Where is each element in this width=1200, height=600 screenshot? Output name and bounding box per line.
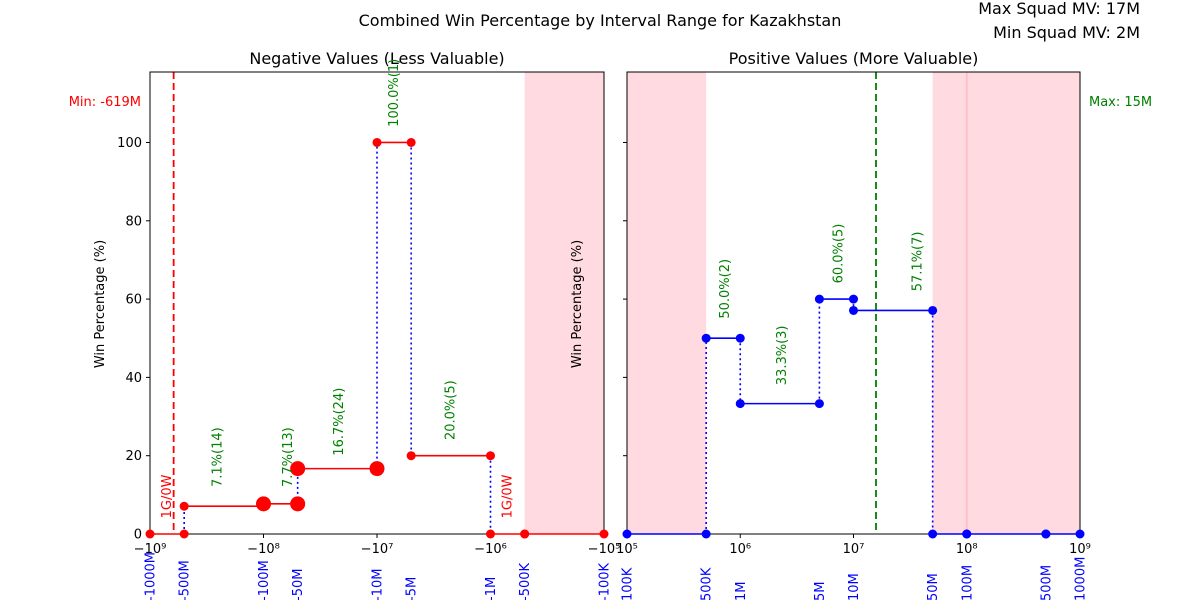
- interval-label: -100M: [257, 560, 272, 600]
- negative-values-panel: Min: -619M Negative Values (Less Valuable…: [69, 49, 621, 600]
- data-point: [962, 529, 972, 539]
- x-tick-label: −10⁹: [134, 542, 167, 557]
- interval-label: 500M: [1039, 565, 1054, 600]
- data-point: [406, 137, 416, 147]
- panel-title: Positive Values (More Valuable): [729, 49, 979, 68]
- figure-title: Combined Win Percentage by Interval Rang…: [359, 11, 842, 30]
- interval-label: 50M: [926, 573, 941, 600]
- interval-label: -5M: [405, 577, 420, 600]
- data-point: [1041, 529, 1051, 539]
- annotation-label: 57.1%(7): [911, 232, 926, 292]
- y-axis-label: Win Percentage (%): [570, 240, 585, 368]
- x-tick-label: −10⁷: [361, 542, 394, 557]
- positive-values-panel: Max: 15M Positive Values (More Valuable) W…: [570, 49, 1152, 600]
- interval-label: -1M: [484, 577, 499, 600]
- x-tick-label: 10⁶: [729, 542, 751, 557]
- y-axis-label: Win Percentage (%): [93, 240, 108, 368]
- data-point: [520, 529, 530, 539]
- interval-label: -500M: [178, 560, 193, 600]
- interval-label: 10M: [847, 573, 862, 600]
- y-tick-label: 60: [125, 293, 142, 308]
- interval-label: 1000M: [1074, 557, 1089, 600]
- interval-label: -100K: [598, 562, 613, 600]
- interval-label: -1000M: [144, 552, 159, 600]
- x-tick-label: 10⁹: [1069, 542, 1091, 557]
- data-point: [145, 529, 155, 539]
- annotation-label: 50.0%(2): [718, 259, 733, 319]
- x-tick-label: 10⁷: [843, 542, 865, 557]
- interval-label: 5M: [813, 582, 828, 600]
- data-point: [369, 461, 385, 477]
- data-point: [406, 451, 416, 461]
- interval-label: 1M: [734, 582, 749, 600]
- min-squad-mv-label: Min Squad MV: 2M: [993, 23, 1140, 42]
- interval-label: -10M: [371, 569, 386, 600]
- data-point: [849, 294, 858, 304]
- data-point: [256, 496, 271, 512]
- interval-label: -500K: [518, 562, 533, 600]
- interval-label: 100K: [621, 567, 636, 600]
- x-tick-label: −10⁸: [247, 542, 280, 557]
- y-tick-label: 100: [117, 136, 142, 151]
- annotation-label: 7.7%(13): [281, 427, 296, 487]
- annotation-label: 100.0%(1): [387, 59, 402, 127]
- x-tick-label: −10⁶: [474, 542, 507, 557]
- data-point: [179, 529, 189, 539]
- data-point: [814, 399, 824, 409]
- data-point: [735, 399, 745, 409]
- data-point: [486, 451, 495, 461]
- data-point: [735, 333, 745, 343]
- data-point: [372, 137, 382, 147]
- y-tick-label: 20: [125, 449, 142, 464]
- y-tick-label: 40: [125, 371, 142, 386]
- annotation-label: 33.3%(3): [775, 326, 790, 386]
- annotation-label: 60.0%(5): [831, 224, 846, 284]
- data-point: [179, 501, 189, 511]
- y-tick-label: 80: [125, 214, 142, 229]
- reference-line-label: Min: -619M: [69, 95, 141, 110]
- data-point: [622, 529, 632, 539]
- data-point: [701, 529, 711, 539]
- interval-label: 100M: [960, 565, 975, 600]
- interval-label: 500K: [700, 567, 715, 600]
- panel-title: Negative Values (Less Valuable): [249, 49, 504, 68]
- shaded-range: [524, 72, 604, 534]
- data-point: [849, 305, 858, 315]
- data-point: [814, 294, 824, 304]
- annotation-label: 20.0%(5): [443, 380, 458, 440]
- data-point: [290, 496, 306, 512]
- data-point: [599, 529, 609, 539]
- data-point: [701, 333, 711, 343]
- data-point: [1075, 529, 1085, 539]
- interval-label: -50M: [291, 569, 306, 600]
- reference-line-label: Max: 15M: [1089, 95, 1152, 110]
- data-point: [486, 529, 495, 539]
- shaded-range: [932, 72, 1080, 534]
- annotation-label: 16.7%(24): [332, 388, 347, 456]
- data-point: [290, 461, 306, 477]
- shaded-range: [627, 72, 707, 534]
- y-tick-label: 0: [134, 528, 142, 543]
- max-squad-mv-label: Max Squad MV: 17M: [978, 0, 1140, 18]
- x-tick-label: −10⁵: [588, 542, 621, 557]
- annotation-label: 1G/0W: [160, 474, 175, 518]
- data-point: [928, 529, 938, 539]
- data-point: [928, 305, 938, 315]
- annotation-label: 7.1%(14): [210, 427, 225, 487]
- x-tick-label: 10⁵: [616, 542, 638, 557]
- x-tick-label: 10⁸: [956, 542, 978, 557]
- annotation-label: 1G/0W: [501, 474, 516, 518]
